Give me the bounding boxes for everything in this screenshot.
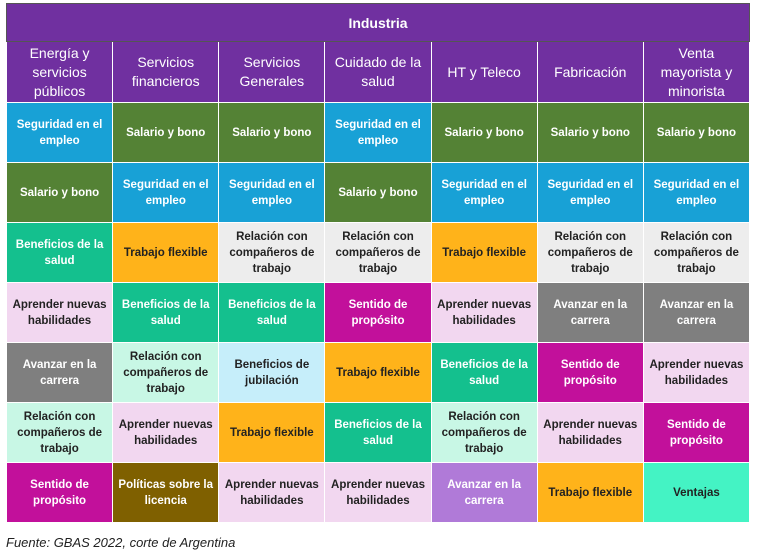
table-row: Relación con compañeros de trabajo Aprend… bbox=[5, 402, 751, 463]
table-cell: Seguridad en el empleo bbox=[218, 162, 326, 223]
column-header: Cuidado de la salud bbox=[324, 41, 432, 103]
table-row: Aprender nuevas habilidades Beneficios de… bbox=[5, 282, 751, 343]
industry-table: Industria Energía y servicios públicos Se… bbox=[5, 3, 751, 523]
table-cell: Relación con compañeros de trabajo bbox=[218, 222, 326, 283]
table-cell: Sentido de propósito bbox=[5, 462, 114, 523]
column-header: Energía y servicios públicos bbox=[5, 41, 114, 103]
table-cell: Relación con compañeros de trabajo bbox=[5, 402, 114, 463]
table-cell: Salario y bono bbox=[324, 162, 432, 223]
table-cell: Seguridad en el empleo bbox=[5, 102, 114, 163]
table-cell: Aprender nuevas habilidades bbox=[218, 462, 326, 523]
table-cell: Beneficios de la salud bbox=[430, 342, 538, 403]
column-header: Venta mayorista y minorista bbox=[642, 41, 751, 103]
table-row: Avanzar en la carrera Relación con compañ… bbox=[5, 342, 751, 403]
table-cell: Beneficios de la salud bbox=[324, 402, 432, 463]
table-cell: Trabajo flexible bbox=[324, 342, 432, 403]
table-cell: Relación con compañeros de trabajo bbox=[324, 222, 432, 283]
table-cell: Ventajas bbox=[642, 462, 751, 523]
table-cell: Relación con compañeros de trabajo bbox=[430, 402, 538, 463]
table-cell: Salario y bono bbox=[536, 102, 644, 163]
table-cell: Salario y bono bbox=[642, 102, 751, 163]
table-cell: Avanzar en la carrera bbox=[430, 462, 538, 523]
table-cell: Seguridad en el empleo bbox=[430, 162, 538, 223]
table-cell: Salario y bono bbox=[218, 102, 326, 163]
table-cell: Trabajo flexible bbox=[536, 462, 644, 523]
table-cell: Salario y bono bbox=[5, 162, 114, 223]
column-header: Fabricación bbox=[536, 41, 644, 103]
table-cell: Trabajo flexible bbox=[112, 222, 220, 283]
table-cell: Beneficios de la salud bbox=[5, 222, 114, 283]
table-cell: Trabajo flexible bbox=[218, 402, 326, 463]
table-cell: Avanzar en la carrera bbox=[536, 282, 644, 343]
column-header: Servicios Generales bbox=[218, 41, 326, 103]
table-cell: Aprender nuevas habilidades bbox=[5, 282, 114, 343]
table-cell: Sentido de propósito bbox=[536, 342, 644, 403]
table-cell: Beneficios de jubilación bbox=[218, 342, 326, 403]
table-cell: Avanzar en la carrera bbox=[642, 282, 751, 343]
table-cell: Sentido de propósito bbox=[642, 402, 751, 463]
source-note: Fuente: GBAS 2022, corte de Argentina bbox=[6, 535, 236, 550]
table-cell: Trabajo flexible bbox=[430, 222, 538, 283]
table-cell: Salario y bono bbox=[112, 102, 220, 163]
table-cell: Seguridad en el empleo bbox=[642, 162, 751, 223]
table-cell: Sentido de propósito bbox=[324, 282, 432, 343]
table-cell: Beneficios de la salud bbox=[218, 282, 326, 343]
table-cell: Avanzar en la carrera bbox=[5, 342, 114, 403]
column-header: HT y Teleco bbox=[430, 41, 538, 103]
table-cell: Relación con compañeros de trabajo bbox=[536, 222, 644, 283]
table-title: Industria bbox=[6, 3, 750, 42]
table-row: Salario y bono Seguridad en el empleo Segu… bbox=[5, 162, 751, 223]
table-cell: Seguridad en el empleo bbox=[536, 162, 644, 223]
table-cell: Aprender nuevas habilidades bbox=[324, 462, 432, 523]
table-cell: Seguridad en el empleo bbox=[324, 102, 432, 163]
table-cell: Aprender nuevas habilidades bbox=[430, 282, 538, 343]
table-cell: Políticas sobre la licencia bbox=[112, 462, 220, 523]
table-cell: Relación con compañeros de trabajo bbox=[642, 222, 751, 283]
table-cell: Aprender nuevas habilidades bbox=[642, 342, 751, 403]
table-row: Beneficios de la salud Trabajo flexible Re… bbox=[5, 222, 751, 283]
table-cell: Seguridad en el empleo bbox=[112, 162, 220, 223]
table-row: Seguridad en el empleo Salario y bono Sala… bbox=[5, 102, 751, 163]
table-cell: Aprender nuevas habilidades bbox=[536, 402, 644, 463]
table-cell: Salario y bono bbox=[430, 102, 538, 163]
table-cell: Relación con compañeros de trabajo bbox=[112, 342, 220, 403]
table-cell: Beneficios de la salud bbox=[112, 282, 220, 343]
column-header: Servicios financieros bbox=[112, 41, 220, 103]
table-cell: Aprender nuevas habilidades bbox=[112, 402, 220, 463]
table-row: Sentido de propósito Políticas sobre la l… bbox=[5, 462, 751, 523]
